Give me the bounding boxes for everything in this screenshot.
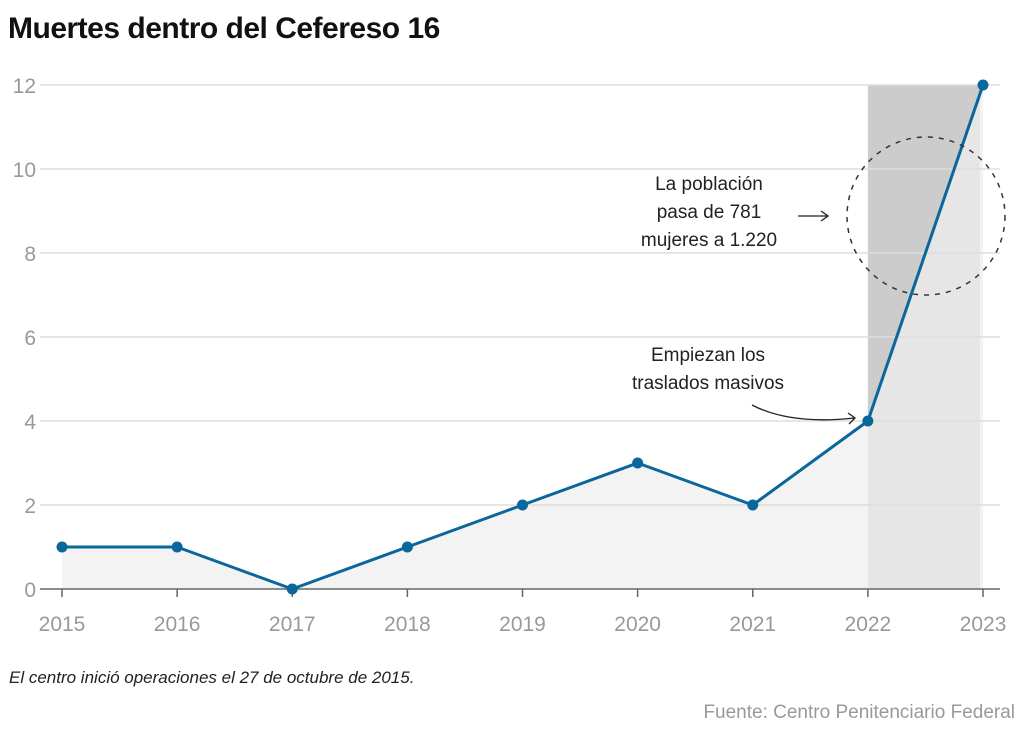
source-credit: Fuente: Centro Penitenciario Federal xyxy=(703,702,1015,723)
data-point xyxy=(401,541,413,553)
y-tick-label: 12 xyxy=(13,75,36,98)
y-tick-label: 8 xyxy=(24,243,36,266)
x-tick-label: 2016 xyxy=(154,613,201,636)
data-point xyxy=(977,79,989,91)
data-point xyxy=(286,583,298,595)
x-tick-label: 2023 xyxy=(960,613,1007,636)
data-point xyxy=(862,415,874,427)
chart-title: Muertes dentro del Cefereso 16 xyxy=(8,12,440,45)
y-tick-label: 0 xyxy=(24,579,36,602)
annotation-text: mujeres a 1.220 xyxy=(641,230,777,251)
y-tick-label: 4 xyxy=(24,411,36,434)
y-tick-label: 2 xyxy=(24,495,36,518)
data-point xyxy=(517,499,528,511)
x-tick-label: 2019 xyxy=(499,613,546,636)
dashed-circle xyxy=(846,136,1006,296)
x-tick-label: 2015 xyxy=(39,613,86,636)
annotation-text: La población xyxy=(655,174,763,195)
x-tick-label: 2018 xyxy=(384,613,431,636)
x-tick-label: 2020 xyxy=(614,613,661,636)
arrow-icon xyxy=(798,210,830,222)
annotation-text: traslados masivos xyxy=(632,373,784,394)
x-tick-label: 2022 xyxy=(845,613,892,636)
data-point xyxy=(632,457,644,469)
curved-arrow-icon xyxy=(751,404,857,425)
area-fill xyxy=(62,85,983,589)
data-point xyxy=(171,541,183,553)
data-point xyxy=(56,541,68,553)
data-point xyxy=(747,499,759,511)
footnote: El centro inició operaciones el 27 de oc… xyxy=(9,668,415,687)
y-tick-label: 10 xyxy=(13,159,36,182)
annotation-text: pasa de 781 xyxy=(657,202,762,223)
y-tick-label: 6 xyxy=(24,327,36,350)
x-tick-label: 2021 xyxy=(729,613,776,636)
annotation-text: Empiezan los xyxy=(651,345,765,366)
x-tick-label: 2017 xyxy=(269,613,316,636)
